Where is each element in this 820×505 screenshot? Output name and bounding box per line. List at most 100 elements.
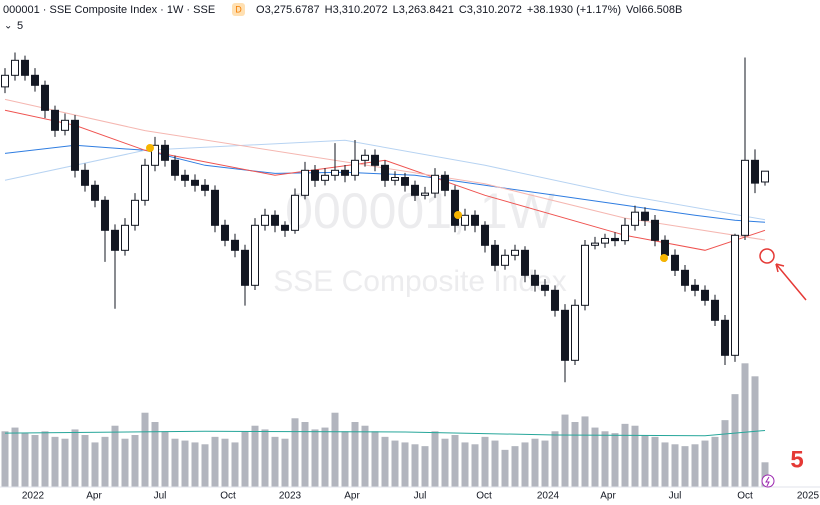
candle-body bbox=[221, 224, 229, 241]
volume-bar bbox=[191, 442, 199, 487]
candle-body bbox=[751, 159, 759, 184]
candle-body bbox=[241, 249, 249, 286]
volume-bar bbox=[741, 363, 749, 487]
event-dot[interactable] bbox=[660, 254, 668, 262]
ohlc-low: 3,263.8421 bbox=[399, 4, 454, 16]
watermark-name: SSE Composite Index bbox=[273, 265, 566, 298]
collapse-icon[interactable]: ⌄ bbox=[4, 21, 12, 32]
candle-body bbox=[431, 174, 439, 194]
x-tick-label: 2022 bbox=[22, 491, 45, 502]
volume-bar bbox=[491, 440, 499, 487]
volume-bar bbox=[231, 442, 239, 487]
volume-bar bbox=[581, 416, 589, 487]
volume-bar bbox=[621, 423, 629, 487]
ohlc-high: 3,310.2072 bbox=[333, 4, 388, 16]
candle-body bbox=[691, 284, 699, 291]
volume-bar bbox=[651, 436, 659, 487]
volume-bar bbox=[511, 446, 519, 487]
volume-bar bbox=[611, 433, 619, 487]
candle-body bbox=[301, 169, 309, 196]
volume-bar bbox=[371, 431, 379, 487]
ohlc-open-label: O bbox=[256, 4, 265, 16]
x-tick-label: 2023 bbox=[279, 491, 302, 502]
candle-body bbox=[591, 242, 599, 246]
candle-body bbox=[171, 159, 179, 176]
candle-body bbox=[281, 224, 289, 231]
candle-body bbox=[601, 237, 609, 244]
candle-body bbox=[521, 249, 529, 276]
candle-body bbox=[741, 159, 749, 236]
candle-body bbox=[251, 224, 259, 286]
volume-bar bbox=[631, 425, 639, 487]
candle-body bbox=[721, 319, 729, 356]
candle-body bbox=[651, 219, 659, 241]
indicator-count[interactable]: 5 bbox=[17, 20, 23, 32]
volume-bar bbox=[311, 429, 319, 487]
candle-body bbox=[81, 169, 89, 186]
annotation-number: 5 bbox=[790, 446, 803, 473]
candle-body bbox=[341, 169, 349, 176]
candle-body bbox=[21, 59, 29, 76]
candle-body bbox=[701, 289, 709, 301]
volume-bar bbox=[261, 429, 269, 487]
volume-bar bbox=[691, 444, 699, 487]
candle-body bbox=[531, 274, 539, 286]
volume-bar bbox=[561, 414, 569, 487]
symbol-title[interactable]: 000001 · SSE Composite Index · 1W · SSE bbox=[3, 4, 215, 16]
x-tick-label: Oct bbox=[476, 491, 492, 502]
candle-body bbox=[161, 144, 169, 161]
candle-body bbox=[131, 199, 139, 226]
volume-bar bbox=[441, 438, 449, 487]
event-dot[interactable] bbox=[146, 144, 154, 152]
volume-bar bbox=[501, 449, 509, 487]
candle-body bbox=[461, 214, 469, 226]
candle-body bbox=[541, 284, 549, 291]
volume-bar bbox=[61, 438, 69, 487]
volume-bar bbox=[151, 422, 159, 487]
candle-body bbox=[611, 237, 619, 242]
candle-body bbox=[451, 189, 459, 226]
candle-body bbox=[51, 109, 59, 131]
x-tick-label: Jul bbox=[154, 491, 167, 502]
volume-bar bbox=[761, 462, 769, 487]
ma-line bbox=[4, 98, 766, 241]
volume-bar bbox=[411, 444, 419, 487]
badge-bg[interactable] bbox=[232, 3, 245, 16]
volume-bar bbox=[731, 394, 739, 487]
ohlc-close-label: C bbox=[459, 4, 467, 16]
volume-bar bbox=[351, 422, 359, 487]
ma-line bbox=[4, 109, 766, 251]
candle-body bbox=[121, 224, 129, 251]
volume-ma-line bbox=[4, 430, 766, 437]
candle-body bbox=[511, 249, 519, 256]
volume-bar bbox=[471, 444, 479, 487]
ohlc-volume-label: Vol bbox=[626, 4, 641, 16]
volume-bar bbox=[601, 431, 609, 487]
watermark-symbol: 000001, 1W bbox=[285, 183, 555, 239]
volume-bar bbox=[331, 412, 339, 487]
volume-bar bbox=[671, 444, 679, 487]
volume-bar bbox=[341, 431, 349, 487]
volume-bar bbox=[91, 442, 99, 487]
volume-bar bbox=[481, 436, 489, 487]
volume-bar bbox=[291, 418, 299, 487]
event-dot[interactable] bbox=[454, 211, 462, 219]
volume-bar bbox=[161, 431, 169, 487]
ohlc-open: 3,275.6787 bbox=[265, 4, 320, 16]
candle-body bbox=[441, 174, 449, 191]
ohlc-legend: O 3,275.6787 H 3,310.2072 L 3,263.8421 C 3,310.… bbox=[256, 4, 682, 16]
volume-bar bbox=[241, 431, 249, 487]
volume-bar bbox=[661, 442, 669, 487]
candle-body bbox=[91, 184, 99, 201]
candle-body bbox=[101, 199, 109, 231]
x-tick-label: Apr bbox=[600, 491, 616, 502]
lightning-icon[interactable] bbox=[761, 474, 775, 488]
volume-bar bbox=[251, 425, 259, 487]
volume-bar bbox=[701, 440, 709, 487]
candle-body bbox=[731, 234, 739, 356]
volume-bar bbox=[201, 444, 209, 487]
volume-bar bbox=[121, 438, 129, 487]
candle-body bbox=[631, 211, 639, 226]
candle-body bbox=[471, 214, 479, 226]
